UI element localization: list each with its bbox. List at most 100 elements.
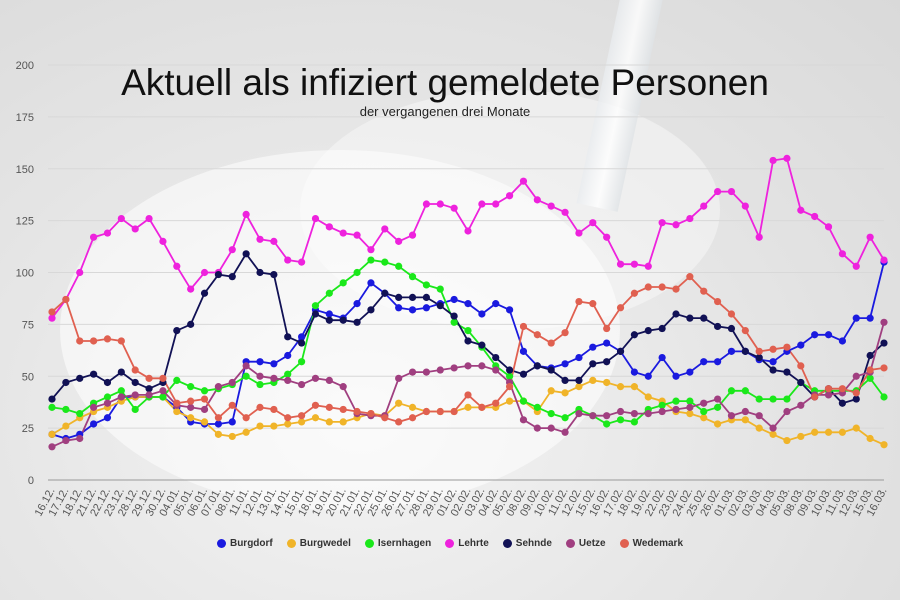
data-point-sehnde [630,331,639,339]
data-point-wedemark [714,297,722,306]
data-point-burgwedel [187,414,195,422]
data-point-burgwedel [408,403,417,411]
legend-item-lehrte[interactable]: Lehrte [445,538,489,549]
data-point-uetze [741,407,749,416]
data-point-burgdorf [575,353,583,362]
data-point-burgdorf [519,347,528,355]
data-point-uetze [311,374,320,382]
data-point-isernhagen [353,268,361,277]
data-point-uetze [852,372,860,380]
data-point-wedemark [866,366,874,374]
data-point-lehrte [852,262,860,270]
data-point-uetze [644,410,652,418]
data-point-isernhagen [672,397,680,405]
legend-item-wedemark[interactable]: Wedemark [619,538,684,549]
data-point-isernhagen [76,410,84,418]
data-point-lehrte [811,212,819,221]
data-point-isernhagen [339,279,347,287]
data-point-lehrte [783,154,791,162]
data-point-sehnde [395,293,403,301]
data-point-burgdorf [506,306,514,314]
data-point-lehrte [714,187,722,196]
data-point-lehrte [478,200,486,208]
data-point-isernhagen [200,387,209,395]
data-point-isernhagen [700,407,708,416]
data-point-sehnde [700,314,708,322]
data-point-sehnde [575,376,583,384]
data-point-lehrte [200,268,209,277]
data-point-wedemark [284,414,292,422]
data-point-burgdorf [367,279,375,287]
y-tick-label: 200 [16,60,34,72]
data-point-wedemark [824,385,833,393]
y-tick-label: 175 [16,112,34,124]
background-blob [60,150,620,510]
data-point-isernhagen [159,393,167,401]
legend-item-burgdorf[interactable]: Burgdorf [216,538,273,549]
legend-item-uetze[interactable]: Uetze [565,538,606,549]
legend-item-sehnde[interactable]: Sehnde [502,538,552,549]
data-point-burgdorf [714,358,722,366]
data-point-lehrte [589,219,597,227]
data-point-lehrte [395,237,403,245]
data-point-isernhagen [131,405,139,414]
data-point-sehnde [62,378,70,387]
data-point-wedemark [880,364,888,372]
data-point-uetze [478,362,486,370]
data-point-sehnde [284,333,292,341]
data-point-burgwedel [395,399,403,407]
legend-item-burgwedel[interactable]: Burgwedel [286,538,351,549]
data-point-wedemark [90,337,98,345]
data-point-uetze [256,372,264,380]
data-point-burgdorf [797,341,805,349]
data-point-uetze [714,395,722,403]
data-point-isernhagen [866,374,874,382]
data-point-uetze [686,403,694,411]
data-point-wedemark [838,385,847,393]
data-point-isernhagen [769,395,777,403]
data-point-burgwedel [242,428,250,436]
data-point-sehnde [589,360,597,368]
data-point-sehnde [367,306,375,314]
chart-title: Aktuell als infiziert gemeldete Personen [121,62,769,103]
data-point-sehnde [325,316,333,324]
data-point-uetze [48,443,56,451]
data-point-burgwedel [298,418,306,426]
legend-item-isernhagen[interactable]: Isernhagen [364,538,431,549]
data-point-isernhagen [547,410,555,418]
data-point-sehnde [381,289,389,297]
data-point-wedemark [408,414,417,422]
data-point-burgdorf [353,300,361,308]
data-point-wedemark [603,324,611,333]
data-point-sehnde [256,268,264,277]
data-point-uetze [339,383,347,391]
data-point-lehrte [256,235,264,243]
data-point-lehrte [506,192,514,200]
data-point-isernhagen [48,403,56,411]
data-point-isernhagen [686,397,694,405]
data-point-wedemark [519,322,528,331]
data-point-burgwedel [783,436,791,445]
data-point-wedemark [131,366,139,374]
data-point-sehnde [48,395,56,403]
data-point-lehrte [561,208,569,216]
data-point-sehnde [880,339,888,347]
data-point-lehrte [436,200,444,208]
y-tick-label: 150 [16,164,34,176]
data-point-uetze [700,399,708,407]
data-point-sehnde [769,366,777,374]
legend-marker [619,539,629,548]
data-point-burgdorf [214,420,222,428]
data-point-isernhagen [367,256,375,264]
legend-label: Wedemark [632,538,684,549]
y-tick-label: 50 [22,371,34,383]
data-point-isernhagen [519,397,528,405]
data-point-uetze [117,393,125,401]
data-point-uetze [727,412,736,420]
data-point-uetze [547,424,555,432]
data-point-sehnde [547,366,555,374]
data-point-burgwedel [311,414,320,422]
data-point-burgdorf [298,333,306,341]
data-point-burgdorf [561,360,569,368]
data-point-burgdorf [644,372,652,380]
